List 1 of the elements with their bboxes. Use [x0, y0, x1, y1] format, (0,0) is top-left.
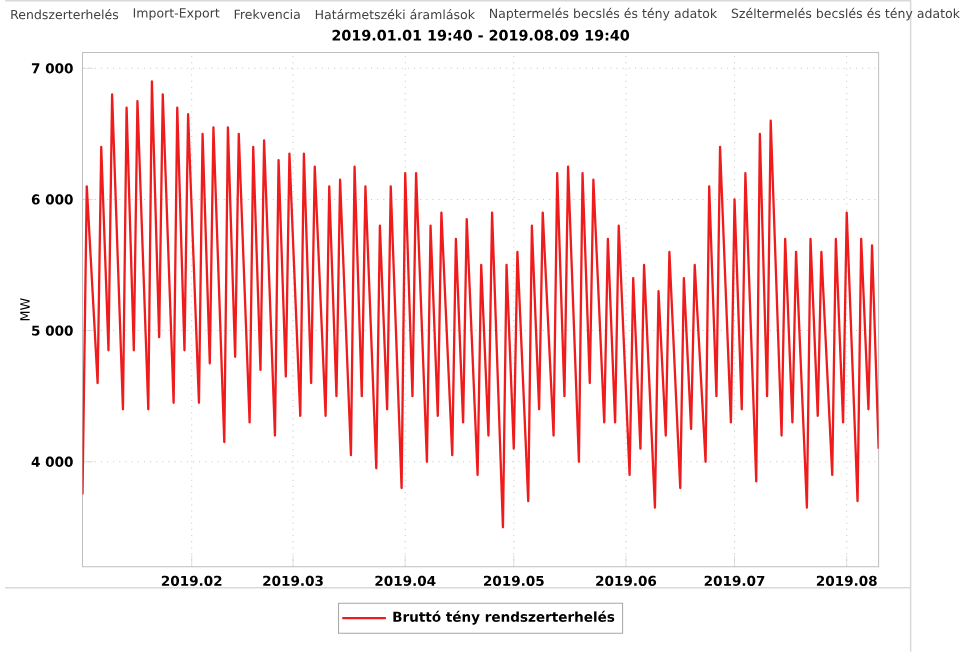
line-series — [82, 79, 879, 529]
